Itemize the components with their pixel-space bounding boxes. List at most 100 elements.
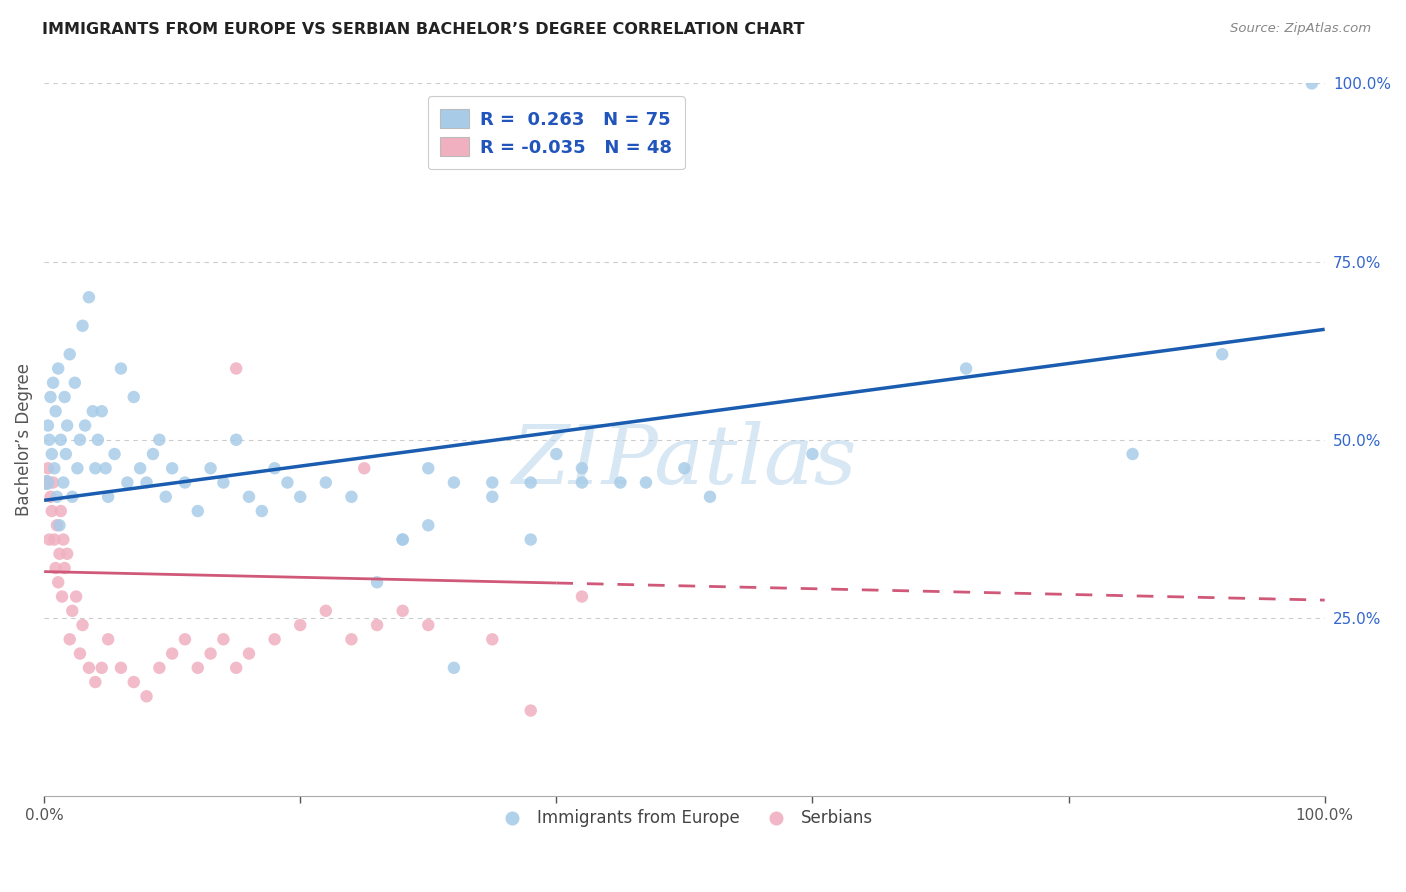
Point [174,475,197,490]
Point [84,461,107,475]
Point [519,475,541,490]
Point [45,490,67,504]
Point [418,461,440,475]
Point [117,475,139,490]
Point [56,547,79,561]
Point [110,661,132,675]
Point [418,618,440,632]
Point [263,461,285,475]
Point [60,604,83,618]
Point [48,518,70,533]
Point [41,447,63,461]
Text: Source: ZipAtlas.com: Source: ZipAtlas.com [1230,22,1371,36]
Point [1122,447,1144,461]
Point [38,533,60,547]
Point [276,475,298,490]
Point [225,361,247,376]
Point [481,475,503,490]
Point [87,433,110,447]
Point [135,690,157,704]
Point [56,418,79,433]
Point [59,347,82,361]
Point [443,475,465,490]
Point [238,647,260,661]
Point [38,433,60,447]
Point [45,561,67,575]
Point [315,604,337,618]
Point [103,447,125,461]
Point [77,290,100,304]
Point [45,404,67,418]
Point [97,632,120,647]
Point [699,490,721,504]
Point [290,618,312,632]
Point [1301,77,1323,91]
Point [65,590,87,604]
Point [44,461,66,475]
Point [52,475,75,490]
Point [41,504,63,518]
Point [187,661,209,675]
Point [187,504,209,518]
Point [75,418,97,433]
Point [122,390,145,404]
Point [49,433,72,447]
Point [46,575,69,590]
Point [45,518,67,533]
Point [37,461,59,475]
Text: ZIPatlas: ZIPatlas [512,421,858,501]
Point [66,461,89,475]
Point [129,461,152,475]
Point [263,632,285,647]
Point [418,518,440,533]
Point [200,647,222,661]
Point [90,404,112,418]
Point [290,490,312,504]
Point [366,618,388,632]
Point [72,618,94,632]
Point [212,475,235,490]
Point [39,490,62,504]
Point [238,490,260,504]
Point [519,533,541,547]
Point [51,590,73,604]
Point [97,490,120,504]
Point [571,475,593,490]
Point [94,461,117,475]
Point [44,533,66,547]
Point [225,433,247,447]
Point [673,461,696,475]
Point [340,490,363,504]
Point [52,533,75,547]
Point [110,361,132,376]
Point [315,475,337,490]
Point [69,647,91,661]
Point [546,447,568,461]
Point [48,547,70,561]
Point [353,461,375,475]
Point [42,475,65,490]
Point [609,475,631,490]
Point [200,461,222,475]
Point [122,675,145,690]
Point [72,318,94,333]
Point [340,632,363,647]
Point [391,533,413,547]
Point [225,661,247,675]
Point [481,632,503,647]
Point [90,661,112,675]
Point [53,390,76,404]
Point [84,675,107,690]
Point [60,490,83,504]
Text: IMMIGRANTS FROM EUROPE VS SERBIAN BACHELOR’S DEGREE CORRELATION CHART: IMMIGRANTS FROM EUROPE VS SERBIAN BACHEL… [42,22,804,37]
Point [174,632,197,647]
Point [53,561,76,575]
Point [1211,347,1233,361]
Point [443,661,465,675]
Point [155,490,177,504]
Point [366,575,388,590]
Point [571,590,593,604]
Point [59,632,82,647]
Point [955,361,977,376]
Point [142,447,165,461]
